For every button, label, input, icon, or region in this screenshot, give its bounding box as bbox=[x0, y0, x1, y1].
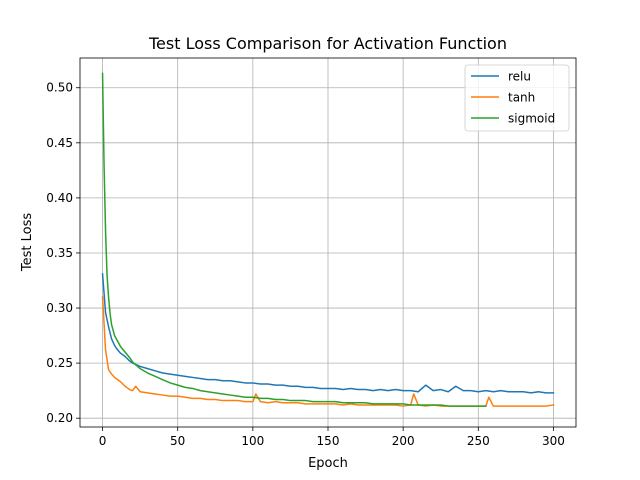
legend-box bbox=[464, 64, 570, 132]
y-axis: 0.20 0.25 0.30 0.35 0.40 0.45 0.50 bbox=[46, 81, 80, 425]
x-tick-label: 200 bbox=[392, 434, 415, 448]
legend-label-tanh: tanh bbox=[508, 91, 535, 105]
series-layer bbox=[101, 72, 555, 407]
chart-title: Test Loss Comparison for Activation Func… bbox=[148, 34, 507, 53]
y-tick-label: 0.25 bbox=[46, 356, 73, 370]
y-tick-label: 0.30 bbox=[46, 301, 73, 315]
legend-label-sigmoid: sigmoid bbox=[508, 112, 555, 126]
x-tick-label: 300 bbox=[542, 434, 565, 448]
x-tick-label: 150 bbox=[317, 434, 340, 448]
y-axis-label: Test Loss bbox=[20, 213, 35, 272]
series-line-sigmoid bbox=[101, 72, 487, 407]
x-tick-label: 250 bbox=[467, 434, 490, 448]
x-tick-label: 50 bbox=[170, 434, 185, 448]
y-tick-label: 0.40 bbox=[46, 191, 73, 205]
legend-label-relu: relu bbox=[508, 70, 531, 84]
y-tick-label: 0.50 bbox=[46, 81, 73, 95]
x-axis: 0 50 100 150 200 250 300 bbox=[99, 427, 565, 448]
series-line-relu bbox=[101, 273, 555, 394]
y-tick-label: 0.45 bbox=[46, 136, 73, 150]
y-tick-label: 0.35 bbox=[46, 246, 73, 260]
x-axis-label: Epoch bbox=[308, 456, 348, 471]
y-tick-label: 0.20 bbox=[46, 411, 73, 425]
x-tick-label: 100 bbox=[241, 434, 264, 448]
x-tick-label: 0 bbox=[99, 434, 107, 448]
legend: relu tanh sigmoid bbox=[464, 64, 570, 132]
